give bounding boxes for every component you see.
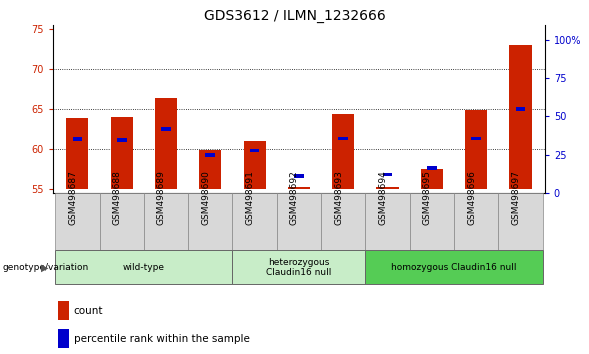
- Text: GSM498692: GSM498692: [290, 170, 299, 225]
- Text: GSM498694: GSM498694: [379, 170, 388, 225]
- Bar: [206, 154, 215, 157]
- Text: GSM498689: GSM498689: [157, 170, 166, 225]
- Bar: [383, 173, 392, 176]
- Bar: [58, 329, 69, 348]
- Bar: [338, 137, 348, 140]
- Bar: [188, 193, 233, 250]
- Bar: [55, 250, 233, 284]
- Text: wild-type: wild-type: [123, 263, 165, 272]
- Bar: [277, 193, 321, 250]
- Bar: [498, 193, 542, 250]
- Bar: [332, 114, 355, 189]
- Bar: [155, 98, 177, 189]
- Text: homozygous Claudin16 null: homozygous Claudin16 null: [391, 263, 517, 272]
- Text: GSM498697: GSM498697: [511, 170, 521, 225]
- Bar: [321, 193, 365, 250]
- Bar: [233, 250, 365, 284]
- Bar: [410, 193, 454, 250]
- Bar: [100, 193, 144, 250]
- Bar: [454, 193, 498, 250]
- Bar: [471, 137, 481, 140]
- Bar: [250, 149, 260, 152]
- Bar: [421, 169, 443, 189]
- Bar: [67, 119, 88, 189]
- Text: GSM498691: GSM498691: [246, 170, 254, 225]
- Bar: [288, 187, 310, 189]
- Text: GSM498695: GSM498695: [423, 170, 432, 225]
- Text: heterozygous
Claudin16 null: heterozygous Claudin16 null: [266, 258, 332, 277]
- Text: GSM498693: GSM498693: [334, 170, 343, 225]
- Text: GDS3612 / ILMN_1232666: GDS3612 / ILMN_1232666: [204, 9, 385, 23]
- Bar: [117, 138, 127, 142]
- Text: GSM498696: GSM498696: [467, 170, 476, 225]
- Bar: [465, 110, 487, 189]
- Bar: [243, 141, 266, 189]
- Bar: [111, 117, 133, 189]
- Bar: [55, 193, 100, 250]
- Bar: [161, 127, 171, 131]
- Bar: [376, 187, 399, 189]
- Bar: [199, 150, 221, 189]
- Bar: [509, 45, 531, 189]
- Text: ▶: ▶: [41, 262, 48, 272]
- Bar: [515, 107, 525, 111]
- Bar: [144, 193, 188, 250]
- Bar: [233, 193, 277, 250]
- Text: genotype/variation: genotype/variation: [3, 263, 89, 272]
- Bar: [72, 137, 82, 141]
- Bar: [365, 250, 542, 284]
- Bar: [294, 174, 304, 178]
- Text: GSM498687: GSM498687: [68, 170, 77, 225]
- Bar: [365, 193, 410, 250]
- Text: GSM498688: GSM498688: [112, 170, 122, 225]
- Text: count: count: [74, 306, 103, 316]
- Bar: [58, 301, 69, 320]
- Text: GSM498690: GSM498690: [201, 170, 210, 225]
- Bar: [427, 166, 436, 170]
- Text: percentile rank within the sample: percentile rank within the sample: [74, 333, 250, 343]
